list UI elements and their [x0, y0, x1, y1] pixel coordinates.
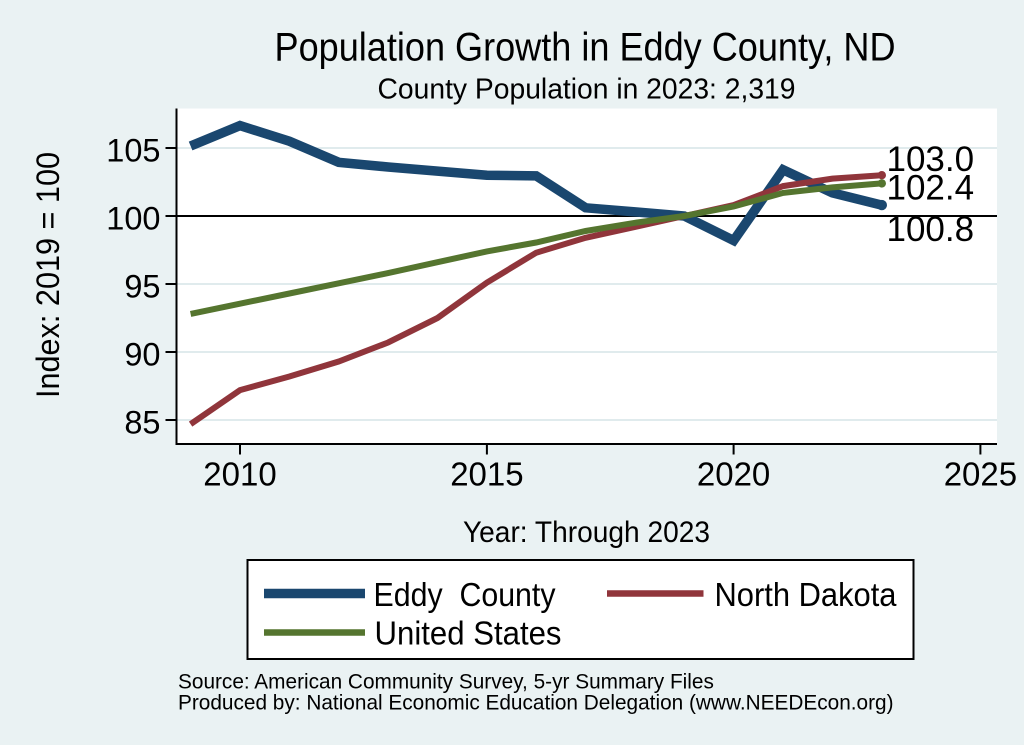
svg-text:Population Growth in Eddy Coun: Population Growth in Eddy County, ND — [275, 26, 896, 70]
svg-text:North Dakota: North Dakota — [715, 576, 898, 613]
svg-text:United States: United States — [375, 615, 562, 652]
svg-text:90: 90 — [124, 336, 160, 372]
svg-text:County Population in 2023: 2,3: County Population in 2023: 2,319 — [378, 74, 796, 106]
svg-text:100: 100 — [106, 200, 160, 236]
svg-text:Produced by: National Economic: Produced by: National Economic Education… — [178, 692, 894, 715]
svg-text:Eddy County: Eddy County — [374, 576, 556, 613]
svg-text:Source: American Community Sur: Source: American Community Survey, 5-yr … — [178, 671, 714, 694]
svg-text:Index: 2019 = 100: Index: 2019 = 100 — [30, 152, 66, 398]
svg-text:2015: 2015 — [450, 456, 523, 493]
svg-text:100.8: 100.8 — [887, 210, 975, 249]
svg-text:95: 95 — [124, 268, 160, 304]
svg-text:Year: Through 2023: Year: Through 2023 — [463, 516, 710, 549]
svg-text:102.4: 102.4 — [887, 169, 975, 208]
svg-text:2020: 2020 — [697, 456, 770, 493]
svg-text:105: 105 — [106, 132, 160, 168]
svg-text:85: 85 — [124, 404, 160, 440]
svg-text:2025: 2025 — [944, 456, 1017, 493]
svg-text:2010: 2010 — [203, 456, 276, 493]
svg-text:103.0: 103.0 — [887, 140, 975, 179]
